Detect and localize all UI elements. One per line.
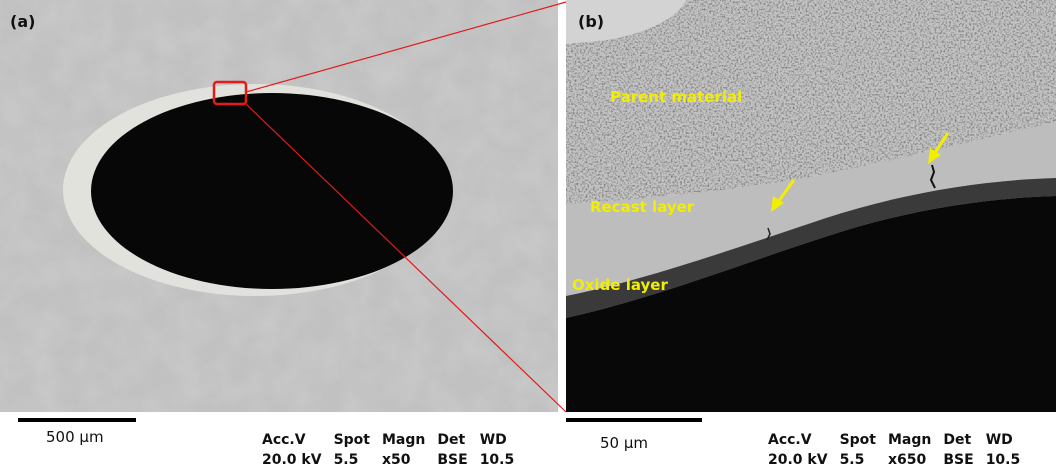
panel-b-scale-label: 50 µm (600, 434, 649, 452)
meta-header-spot: Spot (333, 432, 370, 448)
zoom-region-box (212, 80, 248, 106)
oxide-layer-label: Oxide layer (572, 276, 668, 294)
crack-arrow-2 (771, 179, 796, 212)
meta-value-det: BSE (437, 452, 468, 468)
drilled-hole (91, 93, 453, 289)
meta-value-wd: 10.5 (479, 452, 515, 468)
panel-a-image (0, 0, 558, 412)
meta-value-spot: 5.5 (839, 452, 865, 468)
panel-a-metadata: Acc.V Spot Magn Det WD 20.0 kV 5.5 x50 BSE 10.5 (262, 432, 514, 468)
hole-region (566, 196, 1056, 412)
meta-header-acc-v: Acc.V (768, 432, 812, 448)
panel-b-image (566, 0, 1056, 412)
meta-value-wd: 10.5 (985, 452, 1021, 468)
grain-boundary-region (566, 0, 686, 44)
meta-header-magn: Magn (887, 432, 932, 448)
panel-a-micrograph: (a) (0, 0, 558, 412)
crack-arrow-1 (928, 132, 950, 164)
meta-header-wd: WD (985, 432, 1013, 448)
meta-value-det: BSE (943, 452, 974, 468)
meta-value-magn: x650 (887, 452, 927, 468)
meta-header-wd: WD (479, 432, 507, 448)
panel-b-micrograph: (b) Parent material Recast layer Oxide l… (566, 0, 1056, 412)
panel-a-label: (a) (10, 12, 36, 31)
panel-b-metadata: Acc.V Spot Magn Det WD 20.0 kV 5.5 x650 BSE 10.5 (768, 432, 1020, 468)
meta-header-acc-v: Acc.V (262, 432, 306, 448)
panel-b-label: (b) (578, 12, 605, 31)
meta-value-magn: x50 (381, 452, 411, 468)
crack-1 (929, 164, 936, 189)
meta-header-det: Det (943, 432, 972, 448)
meta-header-spot: Spot (839, 432, 876, 448)
panel-b-scale-bar (566, 418, 702, 422)
meta-value-acc-v: 20.0 kV (262, 452, 322, 468)
panel-a-scale-label: 500 µm (46, 428, 104, 446)
recast-layer-band (566, 122, 1056, 296)
parent-material-region (566, 0, 1056, 204)
meta-value-acc-v: 20.0 kV (768, 452, 828, 468)
panel-a-scale-bar (18, 418, 136, 422)
crack-2 (766, 227, 771, 241)
meta-value-spot: 5.5 (333, 452, 359, 468)
oxide-layer-band (566, 178, 1056, 318)
meta-header-det: Det (437, 432, 466, 448)
recast-layer-label: Recast layer (590, 198, 695, 216)
parent-material-label: Parent material (610, 88, 743, 106)
meta-header-magn: Magn (381, 432, 426, 448)
